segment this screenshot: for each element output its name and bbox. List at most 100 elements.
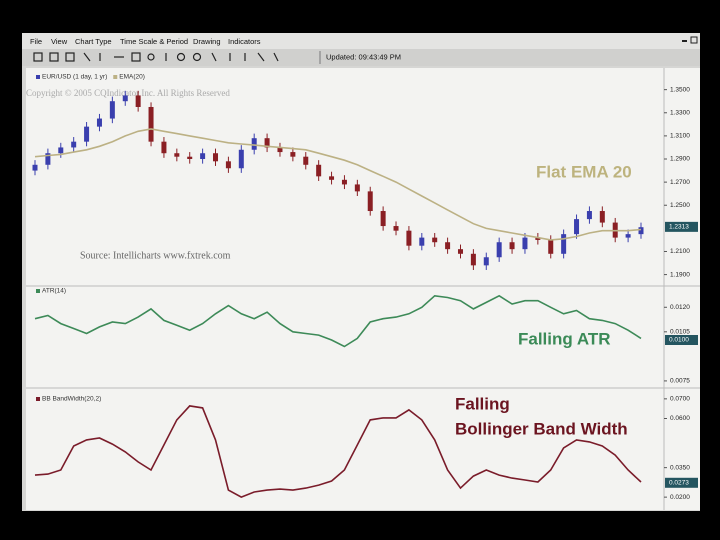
icon <box>273 52 279 62</box>
y-tick-label: 1.1900 <box>670 271 690 278</box>
menu-item[interactable]: File <box>30 37 42 46</box>
candle-body <box>148 106 154 142</box>
legend-label: EUR/USD (1 day, 1 yr) <box>42 74 107 81</box>
legend-swatch <box>36 397 40 401</box>
candle-body <box>84 126 90 142</box>
annotation: Falling ATR <box>518 329 611 348</box>
y-tick-label: 1.2700 <box>670 179 690 186</box>
last-value-label: 0.0273 <box>669 480 689 487</box>
candle-body <box>290 152 296 157</box>
y-tick-label: 1.3500 <box>670 86 690 93</box>
copyright: Copyright © 2005 CQIndicator Inc. All Ri… <box>26 88 230 98</box>
y-tick-label: 0.0120 <box>670 304 690 311</box>
y-tick-label: 1.2500 <box>670 202 690 209</box>
candle-body <box>122 95 128 102</box>
candle-body <box>225 161 231 169</box>
legend-label: BB BandWidth(20,2) <box>42 396 101 403</box>
icon <box>33 52 43 62</box>
toolbar <box>22 49 700 66</box>
candle-body <box>638 227 644 235</box>
minimize-button[interactable] <box>682 40 687 42</box>
candle-body <box>561 234 567 254</box>
icon <box>211 52 217 62</box>
last-value-label: 1.2313 <box>669 224 689 231</box>
window-buttons <box>682 36 698 44</box>
candle-body <box>200 153 206 160</box>
candle-body <box>419 237 425 246</box>
menu-item[interactable]: Indicators <box>228 37 261 46</box>
close-button[interactable] <box>690 36 698 44</box>
y-tick-label: 0.0200 <box>670 494 690 501</box>
candle-body <box>367 191 373 212</box>
candle-body <box>135 95 141 107</box>
candle-body <box>174 153 180 157</box>
series-line <box>34 405 642 498</box>
candle-body <box>238 149 244 169</box>
candle-body <box>45 153 51 165</box>
candle-body <box>548 239 554 254</box>
candle-body <box>599 211 605 223</box>
legend-label: ATR(14) <box>42 288 66 295</box>
candle-body <box>303 156 309 165</box>
icon <box>176 52 186 62</box>
candle-body <box>264 138 270 148</box>
annotation: Flat EMA 20 <box>536 162 632 181</box>
icon <box>147 53 155 61</box>
candle-body <box>574 219 580 235</box>
candle-body <box>251 138 257 150</box>
candle-body <box>32 164 38 171</box>
y-tick-label: 0.0105 <box>670 329 690 336</box>
candle-body <box>161 141 167 154</box>
candle-body <box>483 257 489 266</box>
status: Updated: 09:43:49 PM <box>326 52 401 61</box>
legend-label: EMA(20) <box>119 74 145 81</box>
menu-item[interactable]: View <box>51 37 68 46</box>
y-tick-label: 0.0350 <box>670 464 690 471</box>
toolbar-icons <box>33 51 321 64</box>
icon <box>83 52 91 62</box>
candle-body <box>380 211 386 227</box>
last-value-box <box>665 221 698 232</box>
series-line <box>34 128 642 241</box>
last-value-box <box>665 335 698 345</box>
candle-body <box>496 242 502 258</box>
menu-bar <box>22 33 700 49</box>
menu-item[interactable]: Time Scale & Period <box>120 37 188 46</box>
chart-area <box>26 68 700 510</box>
candle-body <box>586 211 592 220</box>
candle-body <box>58 147 64 154</box>
candle-body <box>187 156 193 160</box>
candle-body <box>535 237 541 240</box>
menu-item[interactable]: Chart Type <box>75 37 112 46</box>
candle-body <box>393 226 399 231</box>
candle-body <box>109 101 115 119</box>
candle-body <box>406 230 412 246</box>
annotation: Falling <box>455 394 510 413</box>
candle-body <box>625 234 631 238</box>
candle-body <box>277 147 283 153</box>
y-tick-label: 0.0075 <box>670 378 690 385</box>
y-tick-label: 1.2900 <box>670 156 690 163</box>
y-tick-label: 0.0600 <box>670 415 690 422</box>
annotation: Bollinger Band Width <box>455 419 628 438</box>
source: Source: Intellicharts www.fxtrek.com <box>80 250 231 261</box>
series-line <box>34 294 642 348</box>
candle-body <box>457 249 463 254</box>
y-tick-label: 1.3300 <box>670 109 690 116</box>
candle-body <box>316 164 322 177</box>
candle-body <box>432 237 438 243</box>
candle-body <box>329 176 335 180</box>
last-value-box <box>665 477 698 488</box>
menu-item[interactable]: Drawing <box>193 37 221 46</box>
last-value-label: 0.0100 <box>669 337 689 344</box>
candle-body <box>509 242 515 250</box>
icon <box>49 52 59 62</box>
candle-body <box>354 184 360 192</box>
candle-body <box>71 141 77 148</box>
icon <box>131 52 141 62</box>
candle-body <box>341 179 347 185</box>
icon <box>192 52 202 62</box>
candle-body <box>470 253 476 266</box>
